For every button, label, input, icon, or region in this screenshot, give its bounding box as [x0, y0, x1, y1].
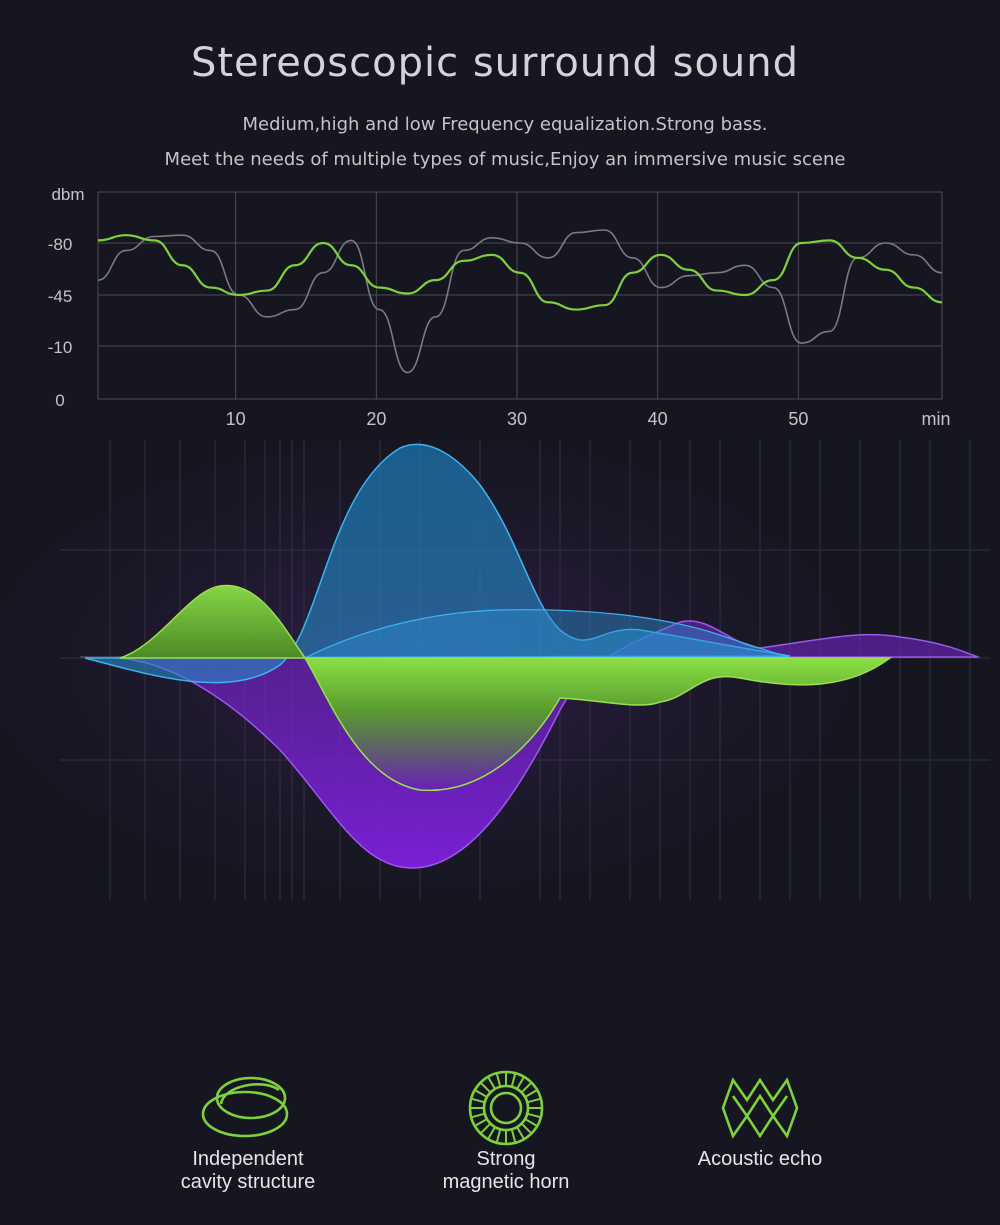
subtitle-line-2: Meet the needs of multiple types of musi…: [164, 149, 846, 170]
blue-wave-2: [304, 609, 791, 659]
echo-icon: [721, 1077, 799, 1139]
horn-spoke: [520, 1122, 533, 1135]
horn-spoke: [510, 1072, 517, 1088]
x-tick-label: 30: [507, 409, 527, 429]
frequency-wave-illustration: [0, 430, 1000, 950]
horn-spoke: [520, 1081, 533, 1094]
horn-spoke: [479, 1122, 492, 1135]
horn-spoke: [487, 1076, 496, 1090]
horn-spoke: [474, 1089, 488, 1098]
horn-spoke: [516, 1126, 525, 1140]
horn-spoke: [526, 1112, 542, 1119]
horn-spoke: [526, 1097, 542, 1104]
horn-spoke: [524, 1118, 538, 1127]
horn-spoke: [510, 1128, 517, 1144]
x-axis-label: min: [921, 409, 950, 429]
x-tick-label: 40: [648, 409, 668, 429]
x-tick-label: 20: [366, 409, 386, 429]
blue-wave: [84, 443, 791, 684]
horn-spoke: [470, 1097, 486, 1104]
subtitle-line-1: Medium,high and low Frequency equalizati…: [242, 114, 768, 135]
feature-label-line-1: Strong: [476, 1148, 536, 1170]
feature-label-line-1: Independent: [192, 1148, 304, 1170]
feature-acoustic-echo: Acoustic echo: [660, 1068, 860, 1171]
horn-spoke: [487, 1126, 496, 1140]
y-tick-label: -45: [48, 287, 73, 306]
feature-label-line-2: cavity structure: [180, 1171, 316, 1193]
horn-spoke: [524, 1089, 538, 1098]
feature-magnetic-horn: Strong magnetic horn: [406, 1068, 606, 1194]
horn-spoke: [479, 1081, 492, 1094]
horn-spoke: [474, 1118, 488, 1127]
y-tick-label: -10: [48, 338, 73, 357]
horn-spoke: [470, 1112, 486, 1119]
chart-series: [97, 229, 943, 374]
green-wave-down: [303, 657, 893, 792]
series-line: [97, 234, 943, 311]
page-title: Stereoscopic surround sound: [190, 40, 800, 86]
series-line: [97, 229, 943, 374]
feature-label-line-2: magnetic horn: [442, 1171, 570, 1193]
magnetic-horn-icon: [468, 1070, 544, 1146]
cavity-icon: [201, 1076, 289, 1138]
feature-cavity: Independent cavity structure: [148, 1068, 348, 1194]
x-tick-label: 10: [226, 409, 246, 429]
horn-spoke: [516, 1076, 525, 1090]
eq-line-chart: 0 -10 -45 -80 10 20 30 40 50 dbm min: [48, 185, 951, 429]
horn-spoke: [495, 1072, 502, 1088]
horn-spoke: [495, 1128, 502, 1144]
green-wave-up: [119, 584, 307, 659]
x-tick-label: 50: [788, 409, 808, 429]
feature-label-line-2: Acoustic echo: [697, 1148, 823, 1170]
chart-grid: [97, 191, 943, 400]
y-tick-label: 0: [55, 391, 64, 410]
chart-tick-labels: 0 -10 -45 -80 10 20 30 40 50 dbm min: [48, 185, 951, 429]
y-axis-label: dbm: [51, 185, 84, 204]
y-tick-label: -80: [48, 235, 73, 254]
